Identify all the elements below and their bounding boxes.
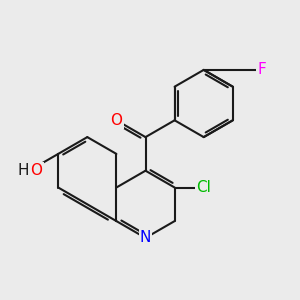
Text: Cl: Cl (196, 180, 211, 195)
Text: F: F (257, 62, 266, 77)
Text: H: H (18, 163, 29, 178)
Text: O: O (31, 163, 43, 178)
Text: N: N (140, 230, 151, 245)
Text: O: O (110, 113, 122, 128)
